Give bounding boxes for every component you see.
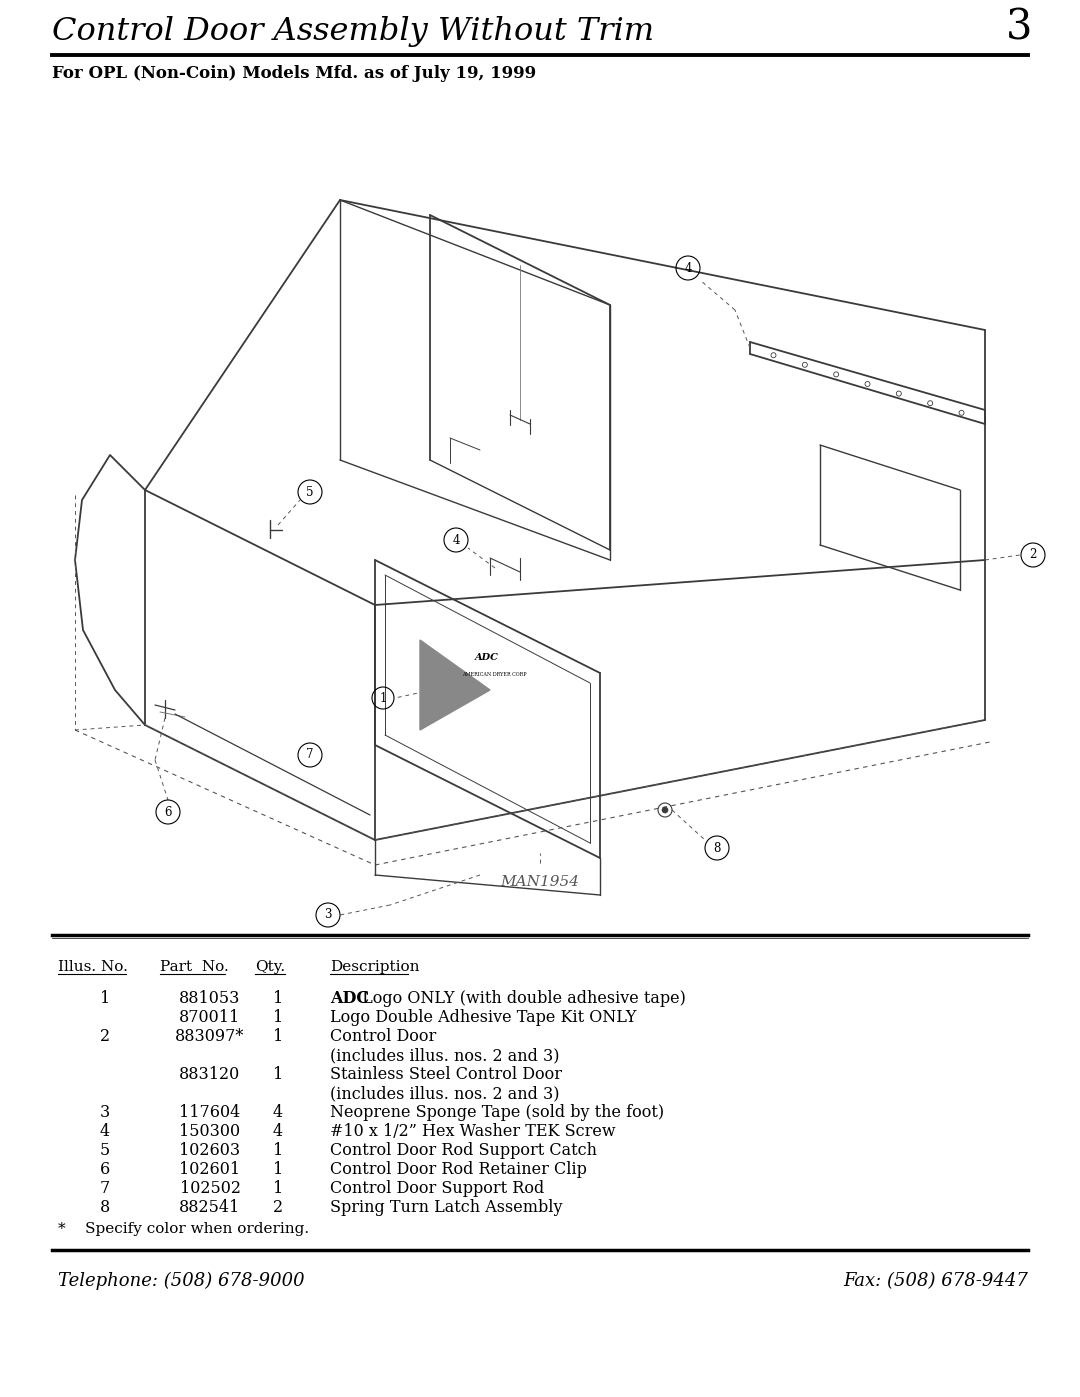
Text: 150300: 150300 (179, 1123, 241, 1140)
Text: Control Door Rod Retainer Clip: Control Door Rod Retainer Clip (330, 1161, 586, 1178)
Circle shape (865, 381, 870, 387)
Text: ADC: ADC (475, 654, 499, 662)
Text: 6: 6 (164, 806, 172, 819)
Text: Control Door Rod Support Catch: Control Door Rod Support Catch (330, 1141, 597, 1160)
Text: 1: 1 (379, 692, 387, 704)
Text: 5: 5 (307, 486, 314, 499)
Text: 4: 4 (273, 1104, 283, 1120)
Text: 3: 3 (1005, 7, 1032, 49)
Circle shape (771, 352, 777, 358)
Text: 1: 1 (273, 990, 283, 1007)
Text: 102502: 102502 (179, 1180, 241, 1197)
Text: AMERICAN DRYER CORP: AMERICAN DRYER CORP (462, 672, 527, 678)
Text: Control Door Support Rod: Control Door Support Rod (330, 1180, 544, 1197)
Text: ADC: ADC (330, 990, 369, 1007)
Text: 1: 1 (273, 1180, 283, 1197)
Text: 1: 1 (273, 1141, 283, 1160)
Text: 1: 1 (273, 1161, 283, 1178)
Circle shape (834, 372, 839, 377)
Circle shape (928, 401, 933, 405)
Circle shape (959, 411, 964, 415)
Text: 4: 4 (100, 1123, 110, 1140)
Circle shape (662, 807, 669, 813)
Text: For OPL (Non-Coin) Models Mfd. as of July 19, 1999: For OPL (Non-Coin) Models Mfd. as of Jul… (52, 66, 536, 82)
Text: 117604: 117604 (179, 1104, 241, 1120)
Text: 102601: 102601 (179, 1161, 241, 1178)
Text: 883097*: 883097* (175, 1028, 245, 1045)
Text: Neoprene Sponge Tape (sold by the foot): Neoprene Sponge Tape (sold by the foot) (330, 1104, 664, 1120)
Text: Control Door: Control Door (330, 1028, 436, 1045)
Text: 882541: 882541 (179, 1199, 241, 1215)
Text: Logo ONLY (with double adhesive tape): Logo ONLY (with double adhesive tape) (357, 990, 686, 1007)
Text: 7: 7 (99, 1180, 110, 1197)
Text: 8: 8 (713, 841, 720, 855)
Text: 881053: 881053 (179, 990, 241, 1007)
Text: Qty.: Qty. (255, 960, 285, 974)
Text: *    Specify color when ordering.: * Specify color when ordering. (58, 1222, 309, 1236)
Text: 7: 7 (307, 749, 314, 761)
Text: Logo Double Adhesive Tape Kit ONLY: Logo Double Adhesive Tape Kit ONLY (330, 1009, 636, 1025)
Text: 2: 2 (1029, 549, 1037, 562)
Text: 4: 4 (453, 534, 460, 546)
Text: Spring Turn Latch Assembly: Spring Turn Latch Assembly (330, 1199, 563, 1215)
Text: Fax: (508) 678-9447: Fax: (508) 678-9447 (843, 1273, 1028, 1289)
Text: 2: 2 (100, 1028, 110, 1045)
Text: 870011: 870011 (179, 1009, 241, 1025)
Text: 1: 1 (273, 1028, 283, 1045)
Text: 1: 1 (273, 1009, 283, 1025)
Text: 2: 2 (273, 1199, 283, 1215)
Text: #10 x 1/2” Hex Washer TEK Screw: #10 x 1/2” Hex Washer TEK Screw (330, 1123, 616, 1140)
Circle shape (896, 391, 902, 397)
Text: 3: 3 (324, 908, 332, 922)
Text: 5: 5 (99, 1141, 110, 1160)
Text: MAN1954: MAN1954 (500, 875, 580, 888)
Text: (includes illus. nos. 2 and 3): (includes illus. nos. 2 and 3) (330, 1046, 559, 1065)
Text: 1: 1 (99, 990, 110, 1007)
Text: Illus. No.: Illus. No. (58, 960, 127, 974)
Text: Control Door Assembly Without Trim: Control Door Assembly Without Trim (52, 15, 654, 47)
Circle shape (802, 362, 808, 367)
Text: Description: Description (330, 960, 419, 974)
Text: Stainless Steel Control Door: Stainless Steel Control Door (330, 1066, 562, 1083)
Text: 4: 4 (273, 1123, 283, 1140)
Text: 6: 6 (99, 1161, 110, 1178)
Text: 4: 4 (685, 261, 692, 274)
Polygon shape (420, 640, 490, 731)
Text: 8: 8 (99, 1199, 110, 1215)
Text: 1: 1 (273, 1066, 283, 1083)
Text: Telephone: (508) 678-9000: Telephone: (508) 678-9000 (58, 1273, 305, 1291)
Text: (includes illus. nos. 2 and 3): (includes illus. nos. 2 and 3) (330, 1085, 559, 1102)
Text: 102603: 102603 (179, 1141, 241, 1160)
Text: 3: 3 (99, 1104, 110, 1120)
Text: Part  No.: Part No. (160, 960, 229, 974)
Text: 883120: 883120 (179, 1066, 241, 1083)
